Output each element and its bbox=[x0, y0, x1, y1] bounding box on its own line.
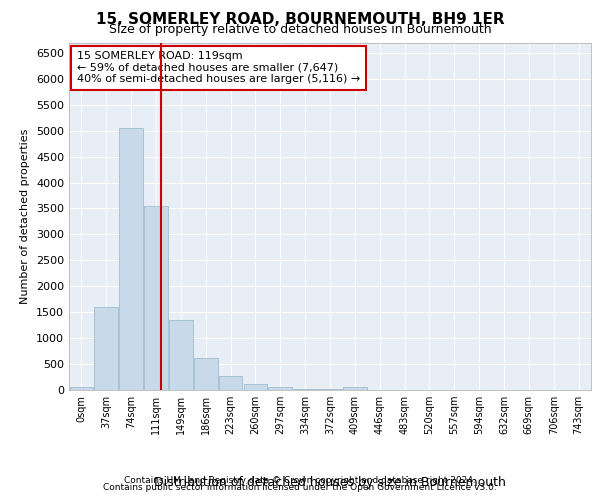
Bar bbox=[268, 387, 292, 390]
Text: Size of property relative to detached houses in Bournemouth: Size of property relative to detached ho… bbox=[109, 24, 491, 36]
Text: 15 SOMERLEY ROAD: 119sqm
← 59% of detached houses are smaller (7,647)
40% of sem: 15 SOMERLEY ROAD: 119sqm ← 59% of detach… bbox=[77, 51, 360, 84]
Y-axis label: Number of detached properties: Number of detached properties bbox=[20, 128, 31, 304]
Bar bbox=[343, 388, 367, 390]
Text: Contains HM Land Registry data © Crown copyright and database right 2024.: Contains HM Land Registry data © Crown c… bbox=[124, 476, 476, 485]
Bar bbox=[219, 376, 242, 390]
Bar bbox=[119, 128, 143, 390]
Bar bbox=[244, 384, 267, 390]
Bar bbox=[169, 320, 193, 390]
Text: 15, SOMERLEY ROAD, BOURNEMOUTH, BH9 1ER: 15, SOMERLEY ROAD, BOURNEMOUTH, BH9 1ER bbox=[95, 12, 505, 28]
Bar bbox=[144, 206, 168, 390]
Bar bbox=[194, 358, 218, 390]
X-axis label: Distribution of detached houses by size in Bournemouth: Distribution of detached houses by size … bbox=[154, 476, 506, 489]
Bar bbox=[70, 388, 93, 390]
Bar bbox=[94, 307, 118, 390]
Bar bbox=[293, 389, 317, 390]
Text: Contains public sector information licensed under the Open Government Licence v3: Contains public sector information licen… bbox=[103, 484, 497, 492]
